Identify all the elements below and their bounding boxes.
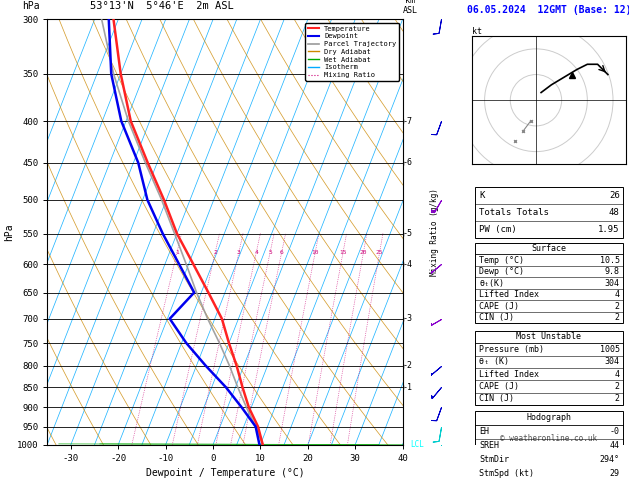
Text: -5: -5 <box>403 229 413 238</box>
Legend: Temperature, Dewpoint, Parcel Trajectory, Dry Adiabat, Wet Adiabat, Isotherm, Mi: Temperature, Dewpoint, Parcel Trajectory… <box>305 23 399 81</box>
Text: 3: 3 <box>237 250 241 255</box>
Text: Hodograph: Hodograph <box>526 413 571 422</box>
Text: -6: -6 <box>403 158 413 167</box>
Text: SREH: SREH <box>479 441 499 450</box>
Text: km
ASL: km ASL <box>403 0 418 15</box>
Bar <box>475 411 623 481</box>
Text: 2: 2 <box>615 302 620 311</box>
Text: 6: 6 <box>280 250 284 255</box>
Text: 304: 304 <box>604 357 620 366</box>
Text: hPa: hPa <box>22 1 40 11</box>
Text: 4: 4 <box>615 290 620 299</box>
Text: 1: 1 <box>175 250 179 255</box>
Text: -0: -0 <box>610 427 620 436</box>
Text: 2: 2 <box>615 382 620 391</box>
Text: 29: 29 <box>610 469 620 478</box>
Text: 25: 25 <box>376 250 384 255</box>
Bar <box>475 243 623 324</box>
Text: 15: 15 <box>339 250 347 255</box>
Text: 2: 2 <box>615 395 620 403</box>
Text: -7: -7 <box>403 117 413 125</box>
Text: Temp (°C): Temp (°C) <box>479 256 525 264</box>
Text: Totals Totals: Totals Totals <box>479 208 549 217</box>
Text: CAPE (J): CAPE (J) <box>479 382 520 391</box>
Text: K: K <box>479 191 485 200</box>
Bar <box>475 188 623 239</box>
Text: 2: 2 <box>615 313 620 322</box>
Text: 06.05.2024  12GMT (Base: 12): 06.05.2024 12GMT (Base: 12) <box>467 4 629 15</box>
X-axis label: Dewpoint / Temperature (°C): Dewpoint / Temperature (°C) <box>145 469 304 478</box>
Text: θₜ(K): θₜ(K) <box>479 278 504 288</box>
Text: 1.95: 1.95 <box>598 226 620 234</box>
Text: 53°13'N  5°46'E  2m ASL: 53°13'N 5°46'E 2m ASL <box>90 1 233 11</box>
Text: 9.8: 9.8 <box>604 267 620 276</box>
Text: -2: -2 <box>403 362 413 370</box>
Text: LCL: LCL <box>410 440 424 449</box>
Text: θₜ (K): θₜ (K) <box>479 357 509 366</box>
Bar <box>475 330 623 405</box>
Text: StmDir: StmDir <box>479 455 509 464</box>
Text: 10: 10 <box>311 250 319 255</box>
Text: Surface: Surface <box>532 244 566 253</box>
Text: 304: 304 <box>604 278 620 288</box>
Text: kt: kt <box>472 27 482 36</box>
Text: CIN (J): CIN (J) <box>479 395 515 403</box>
Text: Lifted Index: Lifted Index <box>479 290 540 299</box>
Text: 5: 5 <box>268 250 272 255</box>
Text: Lifted Index: Lifted Index <box>479 370 540 379</box>
Text: Mixing Ratio (g/kg): Mixing Ratio (g/kg) <box>430 188 439 276</box>
Text: 294°: 294° <box>599 455 620 464</box>
Text: Pressure (mb): Pressure (mb) <box>479 345 545 354</box>
Text: Dewp (°C): Dewp (°C) <box>479 267 525 276</box>
Text: 44: 44 <box>610 441 620 450</box>
Y-axis label: hPa: hPa <box>4 223 14 241</box>
Text: EH: EH <box>479 427 489 436</box>
Text: CIN (J): CIN (J) <box>479 313 515 322</box>
Text: -1: -1 <box>403 383 413 392</box>
Text: 1005: 1005 <box>599 345 620 354</box>
Text: 4: 4 <box>254 250 258 255</box>
Text: 2: 2 <box>213 250 217 255</box>
Text: 20: 20 <box>360 250 367 255</box>
Text: PW (cm): PW (cm) <box>479 226 517 234</box>
Text: StmSpd (kt): StmSpd (kt) <box>479 469 535 478</box>
Text: Most Unstable: Most Unstable <box>516 332 581 342</box>
Text: 4: 4 <box>615 370 620 379</box>
Text: CAPE (J): CAPE (J) <box>479 302 520 311</box>
Text: -4: -4 <box>403 260 413 269</box>
Text: -3: -3 <box>403 314 413 323</box>
Text: © weatheronline.co.uk: © weatheronline.co.uk <box>500 434 598 443</box>
Text: 10.5: 10.5 <box>599 256 620 264</box>
Text: 48: 48 <box>609 208 620 217</box>
Text: 26: 26 <box>609 191 620 200</box>
